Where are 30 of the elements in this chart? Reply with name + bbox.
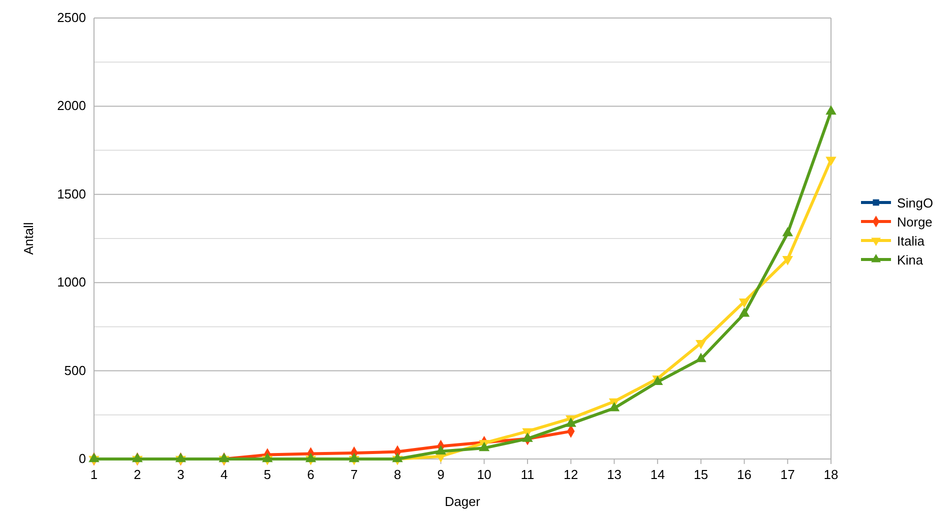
x-tick-label: 3 [177,467,184,482]
legend-label: Kina [897,252,924,268]
x-tick-label: 17 [780,467,795,482]
x-tick-label: 12 [564,467,578,482]
legend-label: SingO [897,196,934,210]
x-tick-label: 6 [307,467,314,482]
x-tick-label: 11 [520,467,534,482]
x-tick-label: 14 [650,467,665,482]
y-axis-title: Antall [21,222,36,255]
y-tick-label: 2500 [57,10,86,25]
x-tick-label: 5 [264,467,272,482]
x-tick-label: 4 [220,467,228,482]
x-tick-label: 15 [694,467,708,482]
x-axis-title: Dager [444,494,481,509]
y-tick-label: 0 [78,451,86,466]
y-tick-label: 500 [64,362,86,378]
x-tick-label: 7 [350,467,358,482]
x-tick-label: 18 [824,467,838,482]
x-tick-label: 9 [437,467,444,482]
legend-label: Norge [897,214,932,230]
y-tick-label: 1000 [57,274,86,290]
legend-label: Italia [897,234,926,248]
y-tick-label: 1500 [57,186,86,202]
x-tick-label: 13 [607,467,622,482]
x-tick-label: 2 [134,467,141,482]
x-tick-label: 10 [476,467,492,482]
y-tick-label: 2000 [57,98,86,114]
x-tick-label: 16 [737,467,752,482]
x-tick-label: 1 [90,467,98,482]
x-tick-label: 8 [394,467,402,482]
